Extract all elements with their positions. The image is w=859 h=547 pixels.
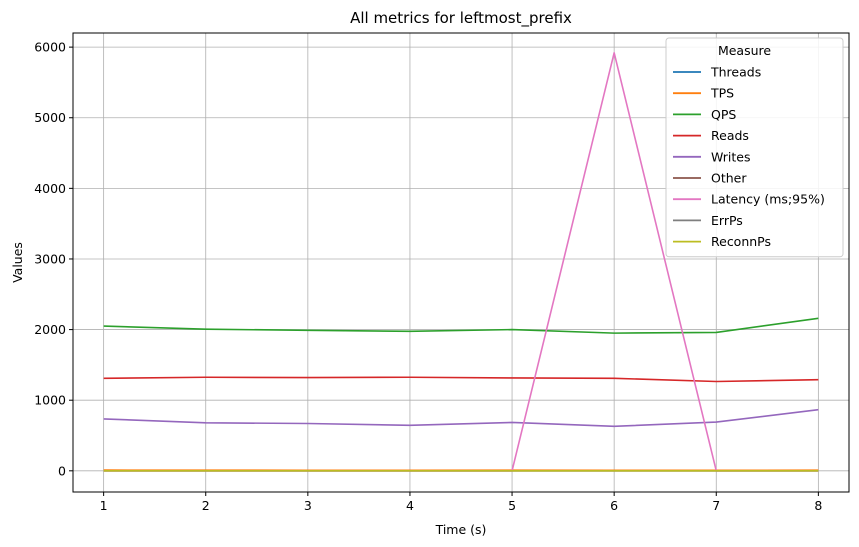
legend-entry: ReconnPs — [711, 234, 771, 249]
legend-entry: Other — [711, 171, 747, 186]
chart-title: All metrics for leftmost_prefix — [350, 9, 572, 28]
legend-entry: TPS — [710, 86, 734, 101]
x-tick-label: 1 — [100, 498, 108, 513]
y-tick-label: 1000 — [34, 393, 66, 408]
x-tick-label: 7 — [712, 498, 720, 513]
plot-frame — [72, 32, 850, 493]
legend-entry: QPS — [711, 107, 736, 122]
legend-box — [665, 37, 844, 258]
series-line-writes — [103, 408, 819, 428]
x-axis-label: Time (s) — [435, 522, 487, 537]
x-tick-label: 4 — [406, 498, 414, 513]
x-tick-label: 6 — [610, 498, 618, 513]
legend-entry: ErrPs — [711, 213, 743, 228]
legend-entry: Threads — [710, 65, 761, 80]
y-tick-label: 2000 — [34, 322, 66, 337]
x-tick-label: 5 — [508, 498, 516, 513]
y-tick-label: 3000 — [34, 251, 66, 266]
series-line-reads — [103, 376, 819, 383]
y-tick-label: 0 — [58, 463, 66, 478]
legend: Measure Threads TPS QPS Reads Writes Other Lat… — [665, 37, 844, 258]
legend-items: Threads TPS QPS Reads Writes Other Latency (ms… — [673, 65, 825, 249]
legend-title: Measure — [718, 43, 771, 58]
legend-entry: Latency (ms;95%) — [711, 192, 825, 207]
x-tick-label: 2 — [202, 498, 210, 513]
legend-entry: Writes — [711, 149, 751, 164]
x-tick-label: 8 — [814, 498, 822, 513]
y-tick-label: 4000 — [34, 181, 66, 196]
x-tick-label: 3 — [304, 498, 312, 513]
series-layer — [103, 51, 819, 472]
y-axis-label: Values — [10, 242, 25, 283]
y-tick-label: 6000 — [34, 40, 66, 55]
ticks: 1 2 3 4 5 6 7 8 0 1000 2000 3000 4000 5000 6000 — [34, 40, 822, 513]
series-line-qps — [103, 317, 819, 334]
legend-entry: Reads — [711, 128, 749, 143]
y-tick-label: 5000 — [34, 110, 66, 125]
